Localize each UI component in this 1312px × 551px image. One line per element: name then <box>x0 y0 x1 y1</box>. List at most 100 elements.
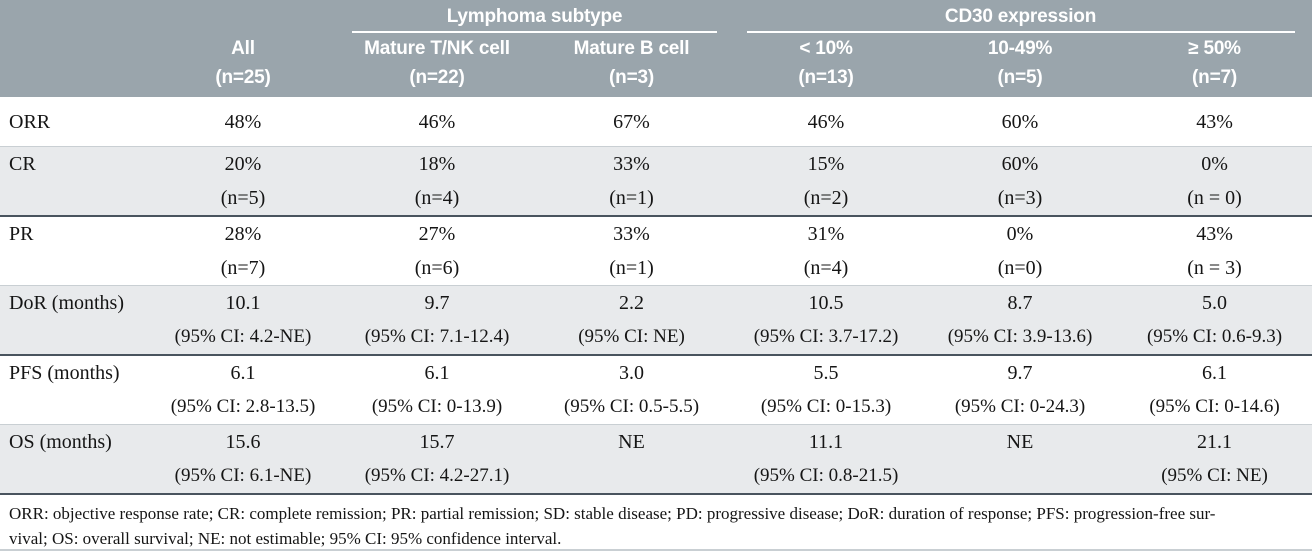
value-cell: 3.0 <box>534 354 730 390</box>
value-cell: 48% <box>224 110 262 133</box>
value-cell: 8.7 <box>923 285 1118 320</box>
corner-cell <box>0 0 146 33</box>
ci-cell <box>534 459 730 493</box>
table-row-pr-n: (n=7) (n=6) (n=1) (n=4) (n=0) (n = 3) <box>0 251 1312 286</box>
value-cell: NE <box>923 424 1118 459</box>
value-cell: 15% <box>729 146 924 181</box>
row-label-empty <box>0 251 146 286</box>
group-underline <box>746 31 1295 33</box>
value-cell: 46% <box>418 110 456 133</box>
footnote-line: vival; OS: overall survival; NE: not est… <box>9 529 562 548</box>
ci-cell: (95% CI: NE) <box>534 320 730 355</box>
ci-cell <box>923 459 1118 493</box>
column-header-title: ≥ 50% <box>1188 38 1241 59</box>
table-row-cr-n: (n=5) (n=4) (n=1) (n=2) (n=3) (n = 0) <box>0 181 1312 216</box>
ci-cell: (95% CI: 0-14.6) <box>1149 395 1280 417</box>
sub-value-cell: (n = 0) <box>1117 181 1312 216</box>
ci-cell: (95% CI: 0.5-5.5) <box>563 395 700 417</box>
ci-cell: (95% CI: 4.2-27.1) <box>340 459 534 493</box>
column-header-row: All (n=25) Mature T/NK cell (n=22) Matur… <box>0 33 1312 97</box>
value-cell: 46% <box>807 110 845 133</box>
value-cell: 18% <box>340 146 534 181</box>
group-header-lymphoma-subtype: Lymphoma subtype <box>340 0 730 33</box>
value-cell: 5.0 <box>1117 285 1312 320</box>
table-row-pfs: PFS (months) 6.1 6.1 3.0 5.5 9.7 6.1 <box>0 354 1312 390</box>
value-cell: 60% <box>1001 110 1039 133</box>
group-header-label: Lymphoma subtype <box>446 6 623 27</box>
ci-cell: (95% CI: 7.1-12.4) <box>340 320 534 355</box>
group-header-label: CD30 expression <box>944 6 1097 27</box>
sub-value-cell: (n=4) <box>803 257 849 279</box>
value-cell: 21.1 <box>1117 424 1312 459</box>
sub-value-cell: (n=1) <box>609 257 654 279</box>
value-cell: 28% <box>146 215 340 251</box>
sub-value-cell: (n=4) <box>340 181 534 216</box>
sub-value-cell: (n=3) <box>923 181 1118 216</box>
column-header-cd30-ge50: ≥ 50% (n=7) <box>1117 33 1312 97</box>
sub-value-cell: (n=5) <box>146 181 340 216</box>
value-cell: 10.1 <box>146 285 340 320</box>
column-header-n: (n=5) <box>997 67 1043 88</box>
column-header-mature-b: Mature B cell (n=3) <box>534 33 730 97</box>
ci-cell: (95% CI: NE) <box>1117 459 1312 493</box>
ci-cell: (95% CI: 3.9-13.6) <box>923 320 1118 355</box>
results-table: Lymphoma subtype CD30 expression All (n=… <box>0 0 1312 493</box>
ci-cell: (95% CI: 4.2-NE) <box>146 320 340 355</box>
ci-cell: (95% CI: 6.1-NE) <box>146 459 340 493</box>
value-cell: 9.7 <box>340 285 534 320</box>
row-label: CR <box>0 146 146 181</box>
table-row-dor: DoR (months) 10.1 9.7 2.2 10.5 8.7 5.0 <box>0 285 1312 320</box>
row-label-empty <box>0 459 146 493</box>
ci-cell: (95% CI: 0-13.9) <box>371 395 503 417</box>
value-cell: 43% <box>1196 110 1233 133</box>
column-header-all: All (n=25) <box>146 33 340 97</box>
column-header-title: Mature B cell <box>573 38 690 59</box>
row-label: OS (months) <box>0 424 146 459</box>
row-label-empty <box>0 181 146 216</box>
table-header: Lymphoma subtype CD30 expression All (n=… <box>0 0 1312 97</box>
value-cell: 43% <box>1117 215 1312 251</box>
sub-value-cell: (n = 3) <box>1187 257 1242 279</box>
table-row-os: OS (months) 15.6 15.7 NE 11.1 NE 21.1 <box>0 424 1312 459</box>
row-label-column-header <box>0 33 146 97</box>
column-header-title: < 10% <box>799 38 853 59</box>
ci-cell: (95% CI: 0.8-21.5) <box>729 459 924 493</box>
ci-cell: (95% CI: 0.6-9.3) <box>1117 320 1312 355</box>
value-cell: 60% <box>923 146 1118 181</box>
column-header-title: All <box>231 38 255 59</box>
table-row-pr: PR 28% 27% 33% 31% 0% 43% <box>0 215 1312 251</box>
row-label-empty <box>0 320 146 355</box>
value-cell: NE <box>534 424 730 459</box>
value-cell: 31% <box>729 215 924 251</box>
sub-value-cell: (n=2) <box>729 181 924 216</box>
value-cell: 15.6 <box>146 424 340 459</box>
column-header-cd30-lt10: < 10% (n=13) <box>729 33 924 97</box>
column-header-title: 10-49% <box>987 38 1053 59</box>
value-cell: 6.1 <box>1117 354 1312 390</box>
table-row-os-ci: (95% CI: 6.1-NE) (95% CI: 4.2-27.1) (95%… <box>0 459 1312 493</box>
value-cell: 9.7 <box>923 354 1118 390</box>
table-row-dor-ci: (95% CI: 4.2-NE) (95% CI: 7.1-12.4) (95%… <box>0 320 1312 355</box>
column-header-n: (n=25) <box>215 67 271 88</box>
column-header-n: (n=13) <box>798 67 854 88</box>
value-cell: 5.5 <box>729 354 924 390</box>
ci-cell: (95% CI: 0-15.3) <box>760 395 892 417</box>
ci-cell: (95% CI: 3.7-17.2) <box>729 320 924 355</box>
row-label: DoR (months) <box>0 285 146 320</box>
value-cell: 0% <box>1117 146 1312 181</box>
row-label-empty <box>0 390 146 425</box>
sub-value-cell: (n=6) <box>414 257 460 279</box>
footnote-line: ORR: objective response rate; CR: comple… <box>9 504 1216 523</box>
row-label: ORR <box>9 110 51 133</box>
group-header-row: Lymphoma subtype CD30 expression <box>0 0 1312 33</box>
column-header-title: Mature T/NK cell <box>364 38 510 59</box>
table-row-cr: CR 20% 18% 33% 15% 60% 0% <box>0 146 1312 181</box>
footnote: ORR: objective response rate; CR: comple… <box>0 493 1312 549</box>
value-cell: 27% <box>340 215 534 251</box>
sub-value-cell: (n=1) <box>534 181 730 216</box>
table-row-pfs-ci: (95% CI: 2.8-13.5) (95% CI: 0-13.9) (95%… <box>0 390 1312 425</box>
value-cell: 15.7 <box>340 424 534 459</box>
column-header-n: (n=3) <box>609 67 654 88</box>
row-label: PR <box>0 215 146 251</box>
